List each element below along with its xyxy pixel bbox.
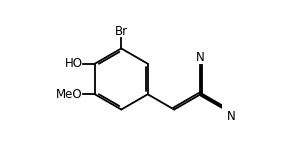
Text: MeO: MeO — [56, 88, 83, 101]
Text: N: N — [227, 110, 236, 123]
Text: N: N — [196, 51, 205, 64]
Text: Br: Br — [115, 25, 128, 38]
Text: HO: HO — [65, 57, 83, 70]
